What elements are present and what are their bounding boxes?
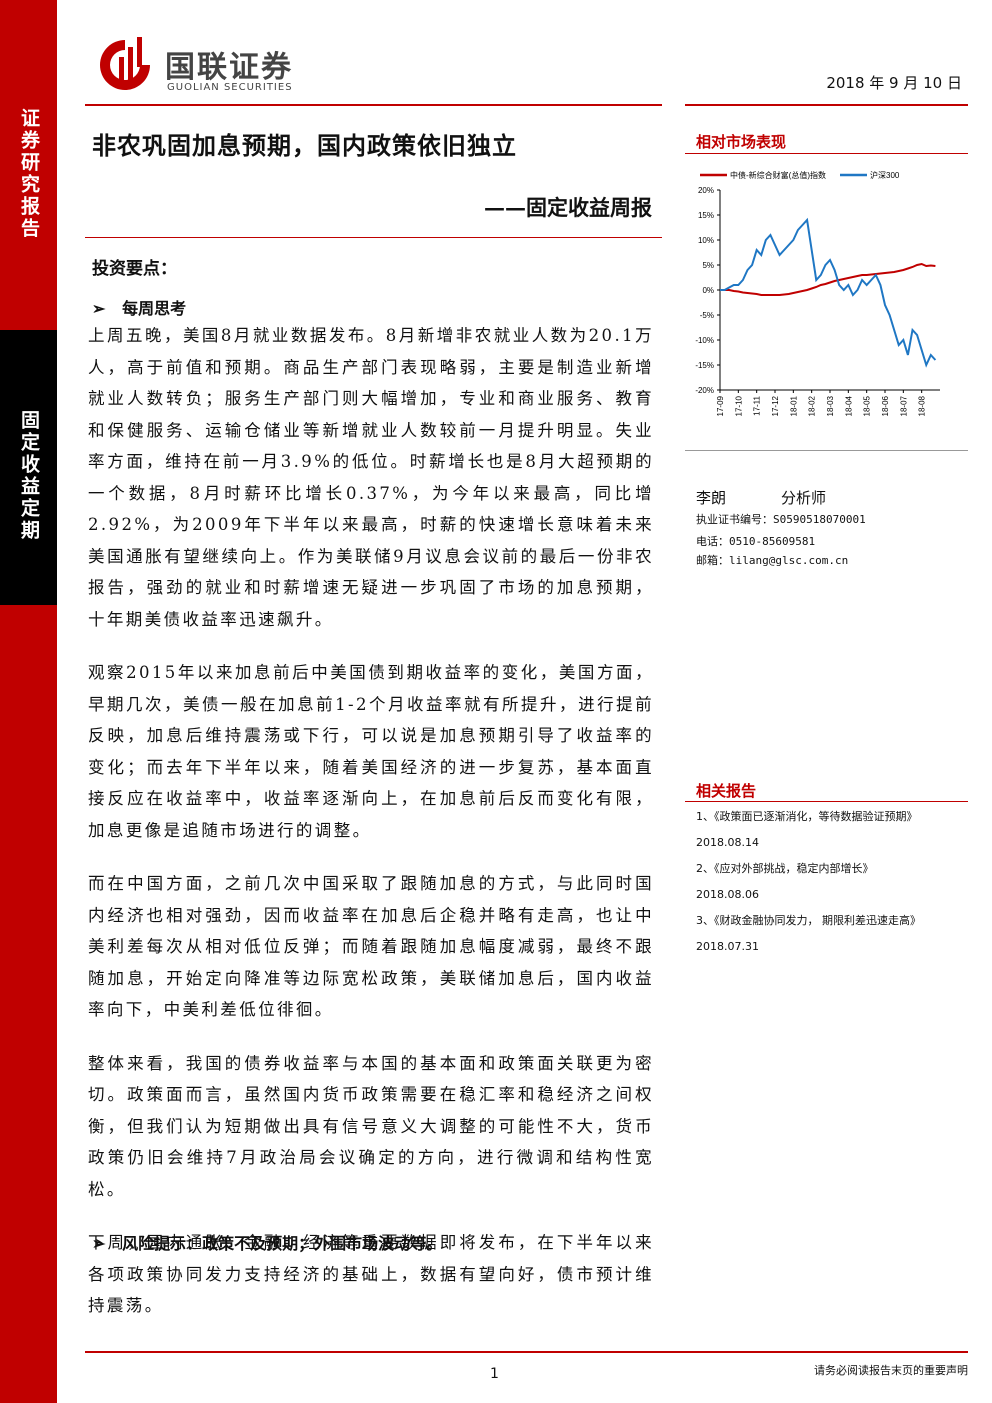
rule xyxy=(85,104,662,106)
legend-label: 沪深300 xyxy=(870,170,900,180)
paragraph: 观察2015年以来加息前后中美国债到期收益率的变化，美国方面，早期几次，美债一般… xyxy=(88,663,654,840)
y-tick-label: -5% xyxy=(700,311,714,320)
y-tick-label: -20% xyxy=(695,386,714,395)
y-tick-label: 10% xyxy=(698,236,714,245)
paragraph: 整体来看，我国的债券收益率与本国的基本面和政策面关联更为密切。政策面而言，虽然国… xyxy=(88,1053,654,1199)
y-tick-label: 20% xyxy=(698,186,714,195)
y-tick-label: -15% xyxy=(695,361,714,370)
side-tab: 固定收益定期 xyxy=(18,410,40,542)
analyst-phone: 电话：0510-85609581 xyxy=(696,535,816,548)
summary-heading: 投资要点： xyxy=(92,259,177,279)
analyst-email: 邮箱：lilang@glsc.com.cn xyxy=(696,554,849,567)
analyst-name: 李朗 xyxy=(696,489,727,507)
analyst-role: 分析师 xyxy=(781,489,827,507)
shape xyxy=(137,37,142,67)
section-heading: ➢ 每周思考 xyxy=(92,299,187,318)
rule xyxy=(685,104,968,106)
page-number: 1 xyxy=(490,1366,499,1382)
sidebar-black xyxy=(0,330,57,605)
analyst-cert: 执业证书编号：S0590518070001 xyxy=(696,513,866,526)
market-heading: 相对市场表现 xyxy=(696,133,787,151)
x-tick-label: 17-12 xyxy=(771,395,780,416)
x-tick-label: 18-08 xyxy=(918,395,927,416)
series-line xyxy=(720,217,937,368)
rule xyxy=(85,1351,968,1353)
x-tick-label: 17-10 xyxy=(734,395,743,416)
related-date: 2018.07.31 xyxy=(696,940,759,953)
body-text: 上周五晚，美国8月就业数据发布。8月新增非农就业人数为20.1万人，高于前值和预… xyxy=(88,320,654,1344)
related-title: 2、《应对外部挑战，稳定内部增长》 xyxy=(696,862,874,875)
title: 非农巩固加息预期，国内政策依旧独立 xyxy=(92,131,517,160)
risk: ➢ 风险提示：政策不及预期；外围市场波动等。 xyxy=(92,1234,443,1253)
y-tick-label: -10% xyxy=(695,336,714,345)
related-title: 1、《政策面已逐渐消化，等待数据验证预期》 xyxy=(696,810,918,823)
x-tick-label: 18-07 xyxy=(899,395,908,416)
related-date: 2018.08.14 xyxy=(696,836,759,849)
footer-note: 请务必阅读报告末页的重要声明 xyxy=(814,1364,968,1377)
shape xyxy=(119,57,124,87)
logo xyxy=(100,37,150,90)
paragraph: 上周五晚，美国8月就业数据发布。8月新增非农就业人数为20.1万人，高于前值和预… xyxy=(88,326,654,629)
section-title: 每周思考 xyxy=(122,299,187,318)
related-title: 3、《财政金融协同发力， 期限利差迅速走高》 xyxy=(696,914,921,927)
brand-en: GUOLIAN SECURITIES xyxy=(167,82,293,93)
paragraph: 下周，国内通胀、金融、经济等重要数据即将发布，在下半年以来各项政策协同发力支持经… xyxy=(88,1233,654,1315)
shape xyxy=(128,47,133,87)
y-tick-label: 5% xyxy=(702,261,714,270)
related-date: 2018.08.06 xyxy=(696,888,759,901)
x-tick-label: 18-01 xyxy=(789,395,798,416)
side-tab: 证券研究报告 xyxy=(18,108,40,240)
x-tick-label: 18-02 xyxy=(808,395,817,416)
rule xyxy=(685,801,968,802)
x-tick-label: 17-09 xyxy=(716,395,725,416)
y-tick-label: 0% xyxy=(702,286,714,295)
x-tick-label: 17-11 xyxy=(753,395,762,415)
y-tick-label: 15% xyxy=(698,211,714,220)
analyst: 李朗 分析师 xyxy=(696,487,826,508)
x-tick-label: 18-05 xyxy=(863,395,872,416)
brand: 国联证券 xyxy=(165,50,293,85)
rule xyxy=(85,237,662,238)
subtitle: ——固定收益周报 xyxy=(484,195,652,220)
shape xyxy=(100,40,150,90)
sidebar xyxy=(0,0,57,1403)
related-list: 1、《政策面已逐渐消化，等待数据验证预期》 2018.08.14 2、《应对外部挑战… xyxy=(696,807,968,963)
date: 2018 年 9 月 10 日 xyxy=(826,74,962,92)
risk-text: 风险提示：政策不及预期；外围市场波动等。 xyxy=(122,1234,443,1253)
rule xyxy=(685,450,968,451)
paragraph: 而在中国方面，之前几次中国采取了跟随加息的方式，与此同时国内经济也相对强劲，因而… xyxy=(88,874,654,1019)
legend-label: 中债-新综合财富(总值)指数 xyxy=(730,170,826,180)
x-tick-label: 18-06 xyxy=(881,395,890,416)
rule xyxy=(685,153,968,154)
chart: 20% 15% 10% 5% 0% -5% -10% -15% -20%17-09 17-10 17… xyxy=(695,170,940,416)
related-heading: 相关报告 xyxy=(696,782,757,800)
x-tick-label: 18-04 xyxy=(844,395,853,416)
x-tick-label: 18-03 xyxy=(826,395,835,416)
series-line xyxy=(720,262,936,296)
